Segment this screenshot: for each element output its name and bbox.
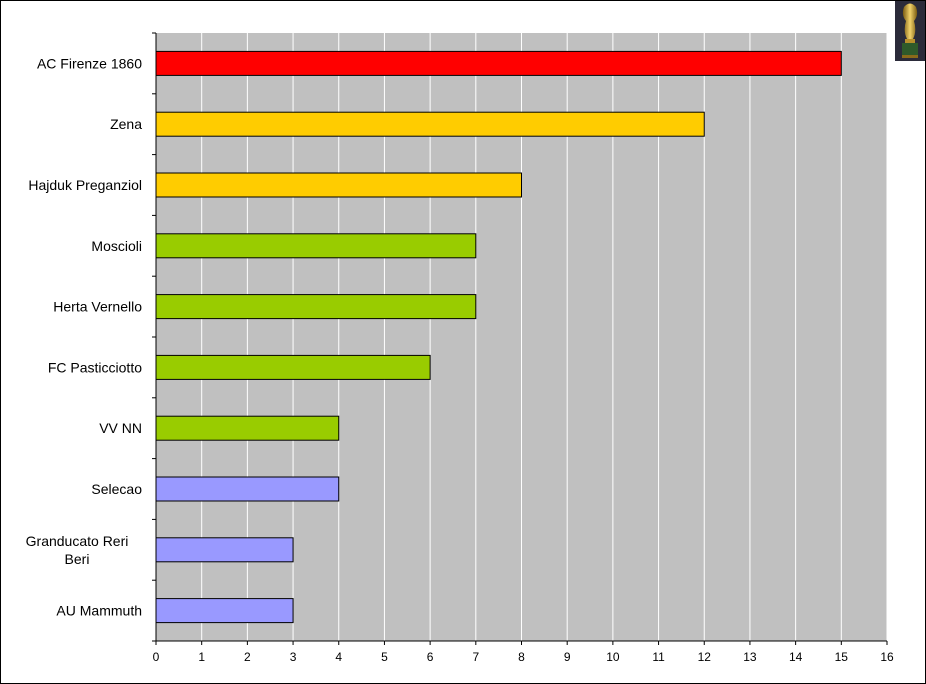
bar bbox=[155, 233, 477, 259]
category-label: Granducato Reri Beri bbox=[26, 533, 129, 567]
x-tick-label: 8 bbox=[518, 650, 525, 664]
category-label: Hajduk Preganziol bbox=[28, 177, 142, 193]
bar bbox=[155, 294, 477, 320]
category-label: AC Firenze 1860 bbox=[37, 55, 142, 71]
bar bbox=[155, 476, 340, 502]
bar bbox=[155, 537, 294, 563]
x-tick-label: 6 bbox=[427, 650, 434, 664]
x-tick-label: 3 bbox=[290, 650, 297, 664]
x-tick-label: 10 bbox=[606, 650, 620, 664]
x-tick-label: 5 bbox=[381, 650, 388, 664]
bar bbox=[155, 50, 842, 76]
x-tick-label: 7 bbox=[472, 650, 479, 664]
category-label: Moscioli bbox=[91, 238, 142, 254]
category-label: Selecao bbox=[91, 481, 142, 497]
x-tick-label: 1 bbox=[198, 650, 205, 664]
trophy-icon bbox=[895, 1, 925, 61]
category-label: VV NN bbox=[99, 420, 142, 436]
bar bbox=[155, 354, 431, 380]
bar bbox=[155, 415, 340, 441]
x-tick-label: 11 bbox=[652, 650, 665, 664]
category-label: FC Pasticciotto bbox=[48, 359, 142, 375]
bar bbox=[155, 598, 294, 624]
bar bbox=[155, 111, 705, 137]
x-tick-label: 0 bbox=[153, 650, 160, 664]
category-label: Herta Vernello bbox=[53, 299, 142, 315]
x-tick-label: 14 bbox=[789, 650, 803, 664]
x-tick-label: 12 bbox=[698, 650, 712, 664]
x-tick-label: 2 bbox=[244, 650, 251, 664]
x-tick-label: 9 bbox=[564, 650, 571, 664]
category-label: Zena bbox=[110, 116, 142, 132]
x-tick-label: 15 bbox=[835, 650, 849, 664]
bar bbox=[155, 172, 522, 198]
category-label: AU Mammuth bbox=[56, 603, 142, 619]
x-tick-label: 16 bbox=[880, 650, 894, 664]
x-tick-label: 4 bbox=[335, 650, 342, 664]
x-tick-label: 13 bbox=[743, 650, 757, 664]
